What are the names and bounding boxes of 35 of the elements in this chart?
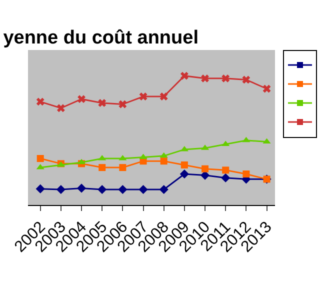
point <box>98 164 106 172</box>
point <box>200 170 210 180</box>
point <box>78 95 86 104</box>
point <box>242 170 250 178</box>
point <box>180 169 189 179</box>
point <box>262 84 271 93</box>
point <box>56 104 65 112</box>
point <box>76 184 86 193</box>
point <box>119 164 126 172</box>
point <box>201 74 209 82</box>
point <box>159 184 168 194</box>
point <box>138 184 148 194</box>
point <box>118 184 128 194</box>
point <box>98 184 107 194</box>
point <box>242 76 250 84</box>
point <box>36 155 44 162</box>
point <box>118 100 127 108</box>
point <box>98 99 106 107</box>
point <box>160 158 168 165</box>
point <box>180 161 188 168</box>
point <box>221 173 230 182</box>
point <box>222 74 230 82</box>
point <box>242 136 250 142</box>
point <box>202 165 209 172</box>
point <box>180 146 188 152</box>
point <box>222 166 230 174</box>
chart-title: yenne du coût annuel <box>3 27 199 48</box>
point <box>139 92 148 100</box>
point <box>36 98 44 106</box>
point <box>222 140 230 146</box>
point <box>36 184 45 194</box>
point <box>160 92 168 100</box>
point <box>180 72 188 80</box>
point <box>56 184 66 194</box>
point <box>160 152 168 158</box>
